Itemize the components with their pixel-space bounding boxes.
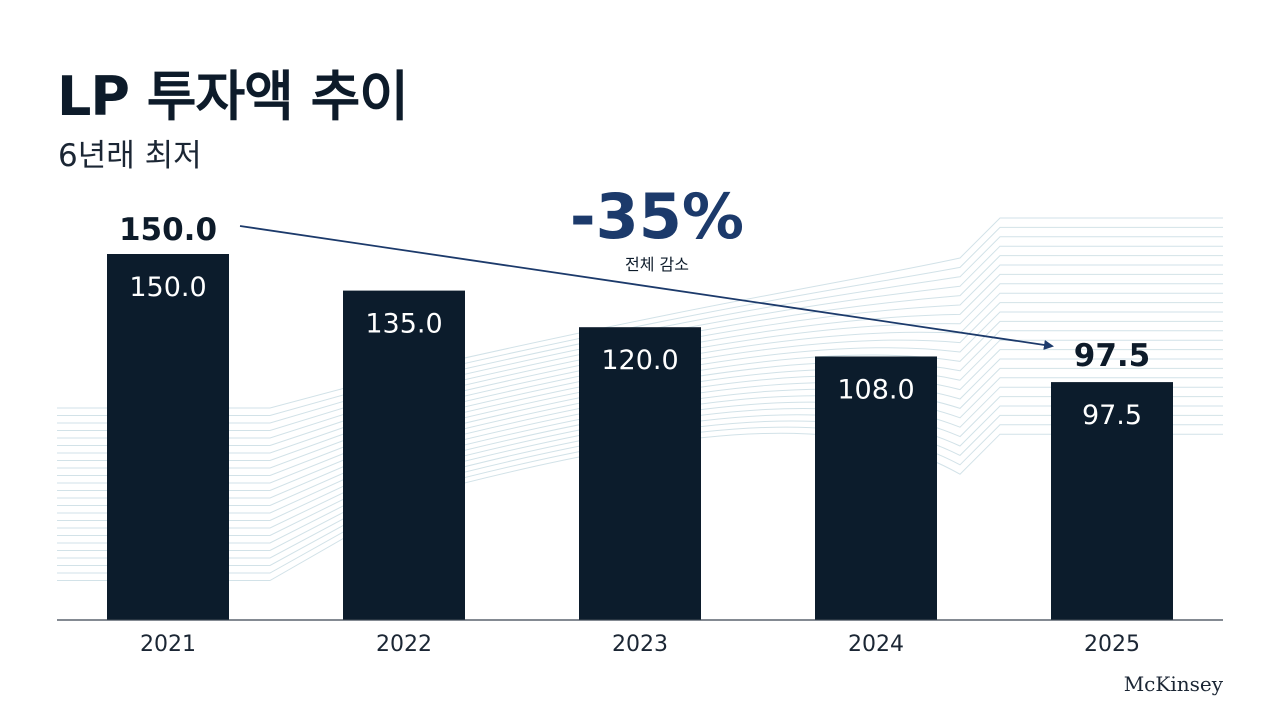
x-tick-label: 2023 bbox=[612, 632, 668, 657]
trend-annotation: 150.0 97.5 -35% 전체 감소 bbox=[119, 180, 1150, 374]
trend-arrow bbox=[239, 225, 1054, 350]
background-line bbox=[57, 292, 1223, 469]
brand-logo-text: McKinsey bbox=[1123, 672, 1223, 696]
background-line bbox=[57, 236, 1223, 424]
background-line bbox=[57, 273, 1223, 454]
start-value-label: 150.0 bbox=[119, 212, 217, 248]
background-line bbox=[57, 226, 1223, 416]
bar bbox=[107, 254, 229, 620]
bar-value-label: 120.0 bbox=[601, 345, 678, 376]
x-tick-label: 2025 bbox=[1084, 632, 1140, 657]
bar bbox=[815, 356, 937, 620]
bar bbox=[579, 327, 701, 620]
bar-value-label: 97.5 bbox=[1082, 400, 1142, 431]
change-percent-label: -35% bbox=[570, 180, 744, 253]
bar-value-labels: 150.0 135.0 120.0 108.0 97.5 bbox=[129, 272, 1142, 431]
x-tick-label: 2022 bbox=[376, 632, 432, 657]
background-line bbox=[57, 245, 1223, 431]
background-line bbox=[57, 283, 1223, 461]
background-line bbox=[57, 255, 1223, 439]
bar-value-label: 108.0 bbox=[837, 374, 914, 405]
x-tick-label: 2024 bbox=[848, 632, 904, 657]
background-line bbox=[57, 217, 1223, 409]
bar bbox=[1051, 382, 1173, 620]
end-value-label: 97.5 bbox=[1074, 338, 1151, 374]
background-line bbox=[57, 311, 1223, 484]
background-line bbox=[57, 264, 1223, 446]
x-axis-ticks: 2021 2022 2023 2024 2025 bbox=[140, 632, 1140, 657]
x-tick-label: 2021 bbox=[140, 632, 196, 657]
bar-value-label: 150.0 bbox=[129, 272, 206, 303]
chart-title: LP 투자액 추이 bbox=[57, 65, 409, 128]
chart-subtitle: 6년래 최저 bbox=[58, 138, 202, 174]
bar bbox=[343, 290, 465, 620]
background-line bbox=[57, 302, 1223, 476]
bars-group bbox=[107, 254, 1173, 620]
bar-value-label: 135.0 bbox=[365, 309, 442, 340]
change-caption: 전체 감소 bbox=[625, 255, 689, 274]
